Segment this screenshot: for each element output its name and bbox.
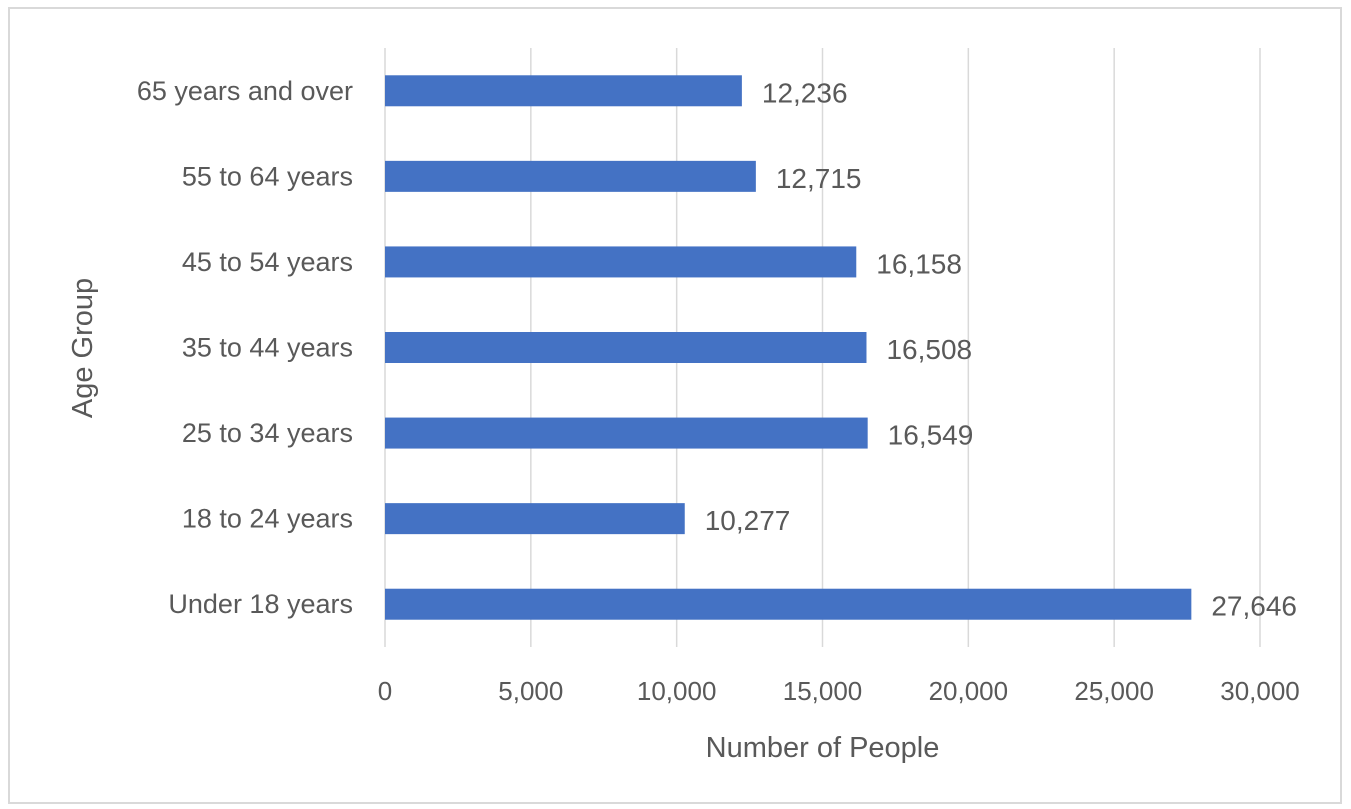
bars	[385, 75, 1192, 620]
data-label: 12,236	[762, 77, 848, 108]
category-label: 18 to 24 years	[182, 504, 353, 534]
bar	[385, 588, 1192, 620]
x-tick-label: 25,000	[1074, 676, 1154, 706]
x-tick-label: 0	[378, 676, 392, 706]
x-tick-label: 5,000	[498, 676, 563, 706]
x-tick-label: 15,000	[783, 676, 863, 706]
category-label: 45 to 54 years	[182, 247, 353, 277]
x-tick-label: 10,000	[637, 676, 717, 706]
data-label: 12,715	[776, 163, 862, 194]
category-label: 55 to 64 years	[182, 161, 353, 191]
data-label: 27,646	[1211, 591, 1297, 622]
chart-frame	[8, 7, 1342, 804]
x-tick-labels: 0 5,000 10,000 15,000 20,000 25,000 30,000	[378, 676, 1300, 706]
data-label: 16,508	[886, 334, 972, 365]
y-axis-title: Age Group	[67, 278, 99, 418]
bar	[385, 417, 868, 449]
data-labels: 27,646 10,277 16,549 16,508 16,158 12,715 12,2…	[705, 77, 1297, 621]
category-labels: Under 18 years 18 to 24 years 25 to 34 yea…	[137, 76, 353, 619]
gridlines	[384, 48, 1261, 647]
category-label: 25 to 34 years	[182, 418, 353, 448]
bar	[385, 75, 742, 107]
bar	[385, 332, 867, 363]
x-tick-label: 30,000	[1220, 676, 1300, 706]
bar	[385, 246, 857, 278]
bar	[385, 503, 685, 535]
category-label: 65 years and over	[137, 76, 353, 106]
data-label: 16,158	[876, 248, 962, 279]
bar	[385, 160, 756, 192]
data-label: 16,549	[888, 420, 974, 451]
x-tick-label: 20,000	[929, 676, 1009, 706]
x-axis-title: Number of People	[706, 732, 940, 764]
category-label: 35 to 44 years	[182, 333, 353, 363]
data-label: 10,277	[705, 505, 791, 536]
category-label: Under 18 years	[168, 589, 353, 619]
